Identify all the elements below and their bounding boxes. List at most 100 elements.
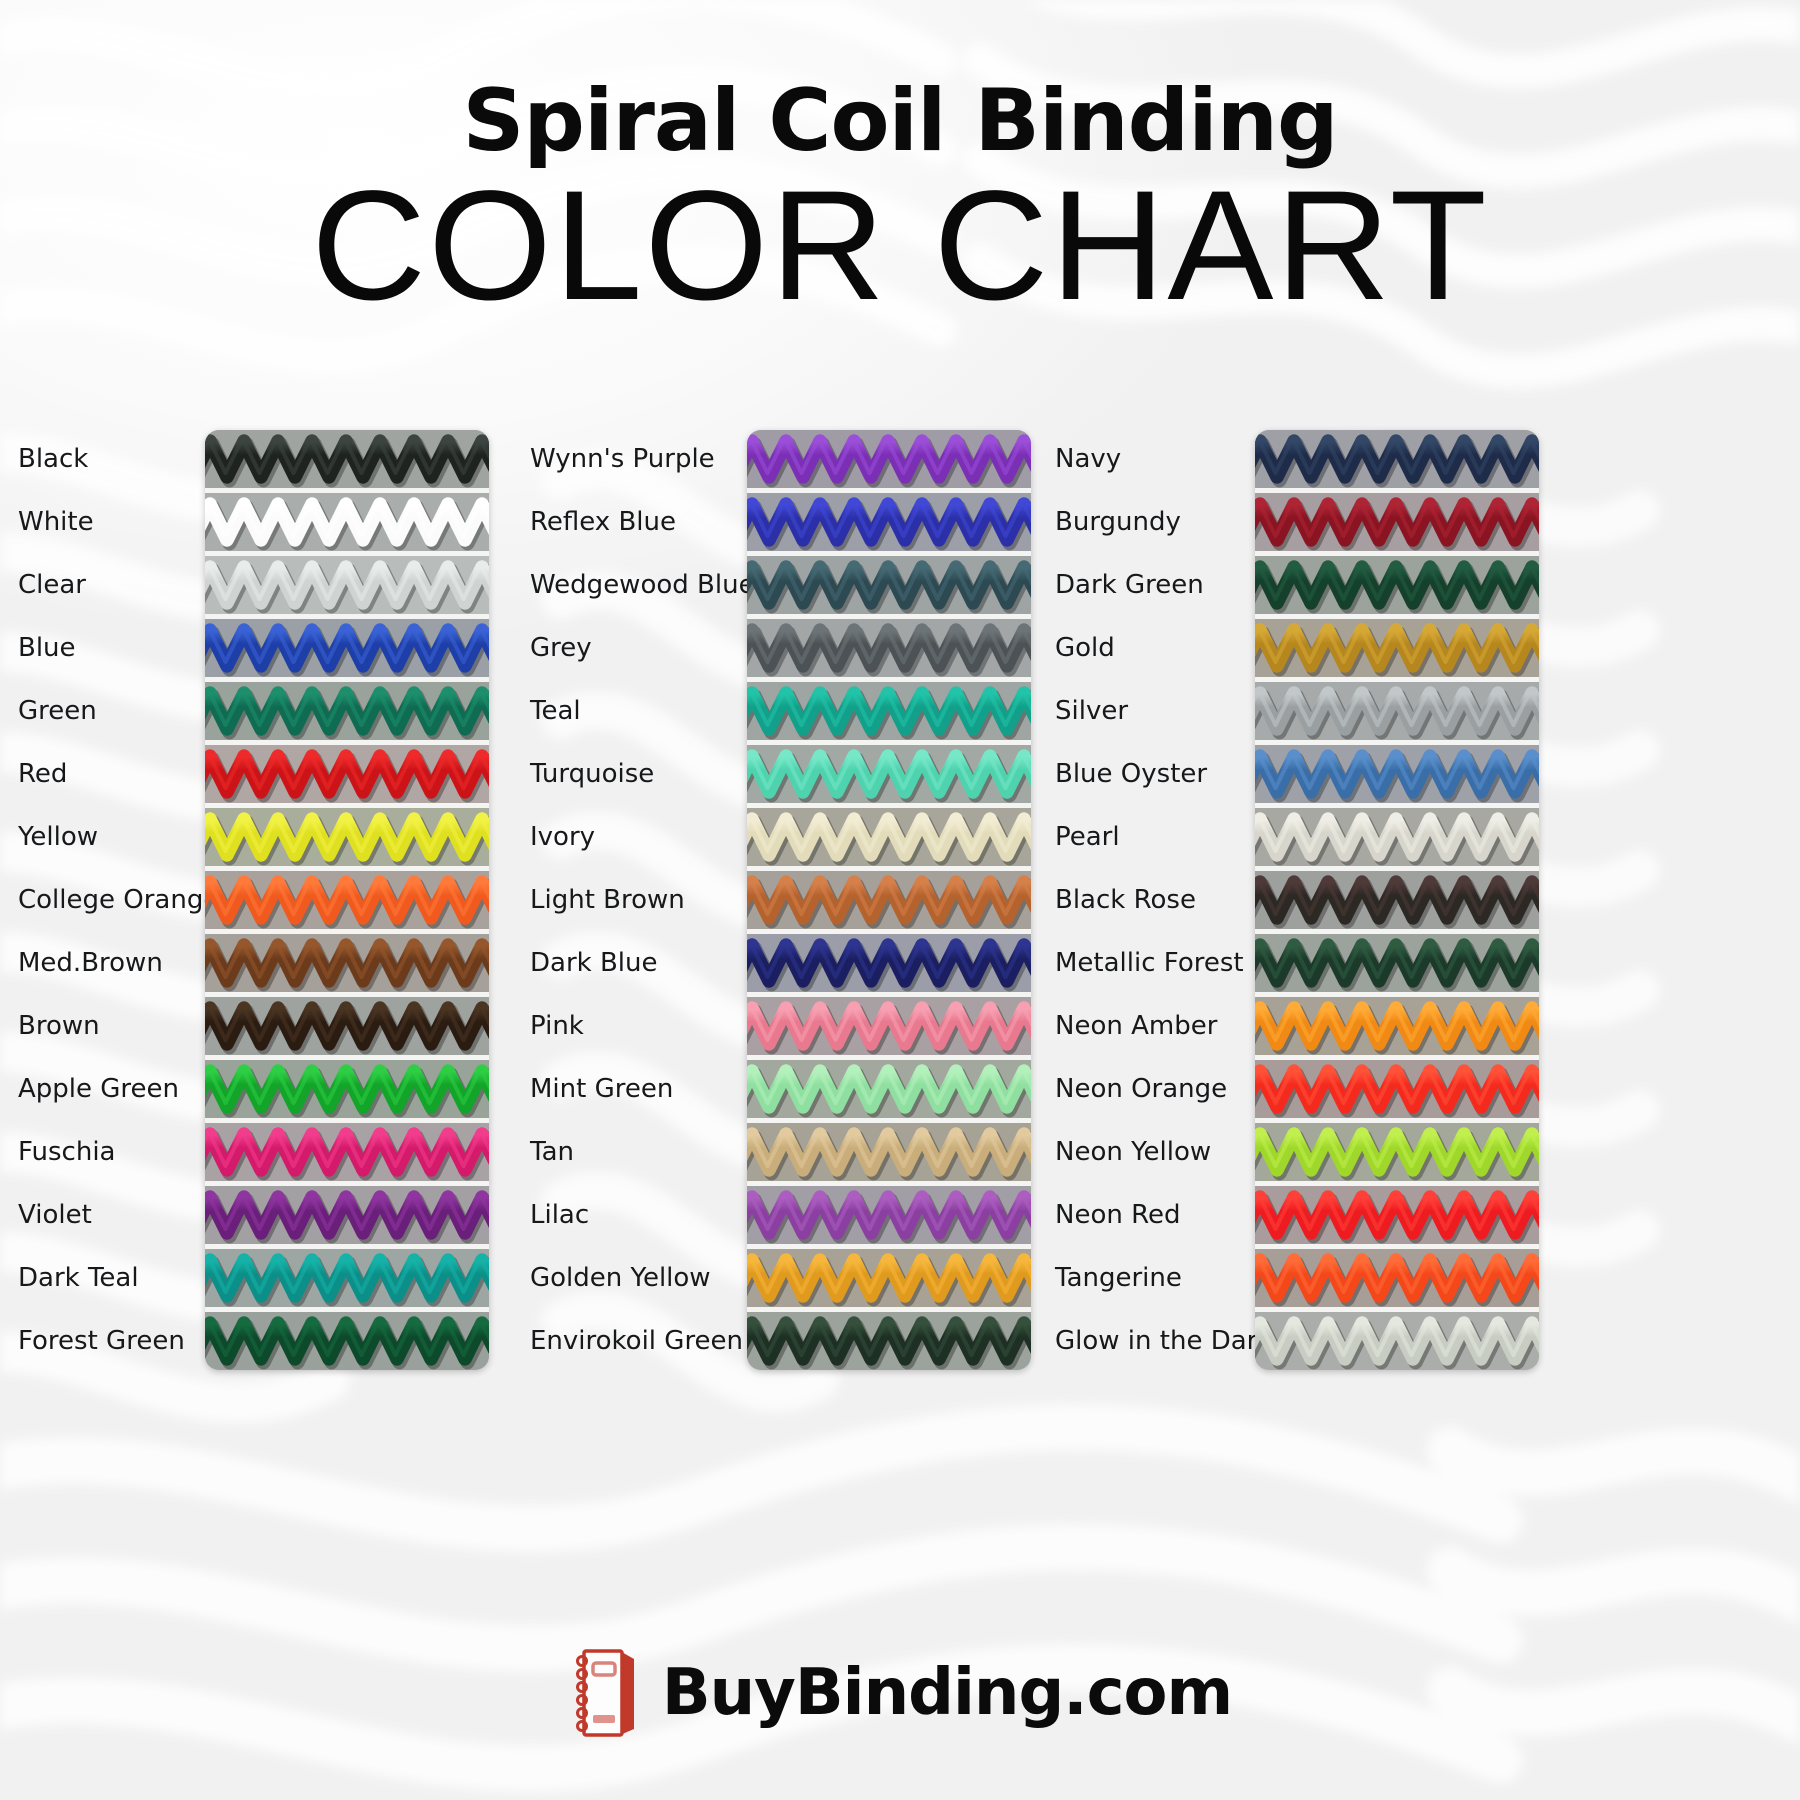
color-label: Envirokoil Green	[530, 1326, 744, 1356]
color-label: College Orange	[18, 885, 220, 915]
coil-swatch	[1255, 430, 1539, 488]
color-chart-columns: Black White Clear Blue Green Red Yellow College…	[0, 420, 1800, 1380]
color-column-2: Wynn's Purple Reflex Blue Wedgewood Blue Gr…	[525, 420, 1031, 1380]
coil-swatch	[747, 493, 1031, 551]
page-title-line1: Spiral Coil Binding	[462, 71, 1338, 171]
coil-swatch	[1255, 1186, 1539, 1244]
color-label: Green	[18, 696, 97, 726]
swatch-divider	[747, 1307, 1031, 1312]
color-label-list-2: Wynn's Purple Reflex Blue Wedgewood Blue Gr…	[530, 420, 755, 1380]
coil-swatch	[747, 934, 1031, 992]
color-label: Fuschia	[18, 1137, 116, 1167]
coil-swatch-strip-1	[205, 430, 489, 1370]
swatch-divider	[1255, 551, 1539, 556]
swatch-divider	[747, 866, 1031, 871]
color-label: Burgundy	[1055, 507, 1181, 537]
page-header: Spiral Coil Binding COLOR CHART	[0, 78, 1800, 324]
coil-swatch	[1255, 1312, 1539, 1370]
color-label: Neon Red	[1055, 1200, 1181, 1230]
swatch-divider	[747, 614, 1031, 619]
swatch-divider	[205, 1055, 489, 1060]
coil-swatch	[747, 1312, 1031, 1370]
coil-swatch	[747, 871, 1031, 929]
coil-swatch	[1255, 619, 1539, 677]
color-label: Golden Yellow	[530, 1263, 711, 1293]
coil-swatch	[747, 1123, 1031, 1181]
coil-swatch	[205, 934, 489, 992]
coil-swatch	[747, 745, 1031, 803]
color-label: Tangerine	[1055, 1263, 1182, 1293]
brand-name: BuyBinding.com	[661, 1656, 1233, 1730]
color-label: Tan	[530, 1137, 574, 1167]
swatch-divider	[205, 1244, 489, 1249]
coil-swatch	[205, 871, 489, 929]
color-label: Black	[18, 444, 89, 474]
coil-swatch	[1255, 493, 1539, 551]
color-label: Apple Green	[18, 1074, 180, 1104]
coil-swatch	[205, 745, 489, 803]
coil-swatch	[747, 430, 1031, 488]
swatch-divider	[747, 677, 1031, 682]
coil-swatch	[747, 1060, 1031, 1118]
swatch-divider	[747, 992, 1031, 997]
swatch-divider	[747, 803, 1031, 808]
coil-swatch	[747, 808, 1031, 866]
swatch-divider	[1255, 1244, 1539, 1249]
swatch-divider	[747, 1118, 1031, 1123]
coil-swatch	[205, 619, 489, 677]
swatch-divider	[1255, 740, 1539, 745]
swatch-divider	[747, 488, 1031, 493]
color-label: Reflex Blue	[530, 507, 676, 537]
coil-swatch	[1255, 556, 1539, 614]
coil-swatch-strip-2	[747, 430, 1031, 1370]
coil-swatch	[205, 808, 489, 866]
color-label: Neon Amber	[1055, 1011, 1218, 1041]
color-label-list-1: Black White Clear Blue Green Red Yellow College…	[18, 420, 223, 1380]
color-label: Grey	[530, 633, 592, 663]
swatch-divider	[205, 614, 489, 619]
coil-swatch	[1255, 1249, 1539, 1307]
swatch-divider	[205, 866, 489, 871]
swatch-divider	[205, 740, 489, 745]
color-label: Pink	[530, 1011, 584, 1041]
swatch-divider	[1255, 866, 1539, 871]
swatch-divider	[205, 1307, 489, 1312]
coil-swatch	[1255, 745, 1539, 803]
color-label: Yellow	[18, 822, 99, 852]
coil-swatch	[747, 556, 1031, 614]
color-column-3: Navy Burgundy Dark Green Gold Silver Blue Oys…	[1050, 420, 1560, 1380]
coil-swatch	[205, 997, 489, 1055]
coil-swatch	[1255, 682, 1539, 740]
color-label: Neon Orange	[1055, 1074, 1228, 1104]
swatch-divider	[205, 1118, 489, 1123]
swatch-divider	[1255, 1181, 1539, 1186]
coil-swatch	[747, 1186, 1031, 1244]
swatch-divider	[1255, 1055, 1539, 1060]
color-label: Blue	[18, 633, 76, 663]
coil-swatch	[205, 1123, 489, 1181]
color-label: Forest Green	[18, 1326, 185, 1356]
swatch-divider	[205, 551, 489, 556]
color-label: Metallic Forest	[1055, 948, 1244, 978]
coil-swatch	[205, 1060, 489, 1118]
color-label: Dark Teal	[18, 1263, 139, 1293]
swatch-divider	[1255, 803, 1539, 808]
color-label: Pearl	[1055, 822, 1120, 852]
coil-swatch	[205, 493, 489, 551]
color-label: Silver	[1055, 696, 1129, 726]
color-label: Brown	[18, 1011, 100, 1041]
coil-swatch	[747, 1249, 1031, 1307]
color-label: Blue Oyster	[1055, 759, 1208, 789]
swatch-divider	[205, 677, 489, 682]
swatch-divider	[1255, 1307, 1539, 1312]
swatch-divider	[747, 551, 1031, 556]
color-label: Lilac	[530, 1200, 590, 1230]
color-label: Wedgewood Blue	[530, 570, 755, 600]
swatch-divider	[1255, 929, 1539, 934]
color-label: Neon Yellow	[1055, 1137, 1212, 1167]
color-label: Red	[18, 759, 68, 789]
swatch-divider	[1255, 677, 1539, 682]
color-label: Turquoise	[530, 759, 655, 789]
color-label: Ivory	[530, 822, 596, 852]
coil-swatch	[1255, 934, 1539, 992]
